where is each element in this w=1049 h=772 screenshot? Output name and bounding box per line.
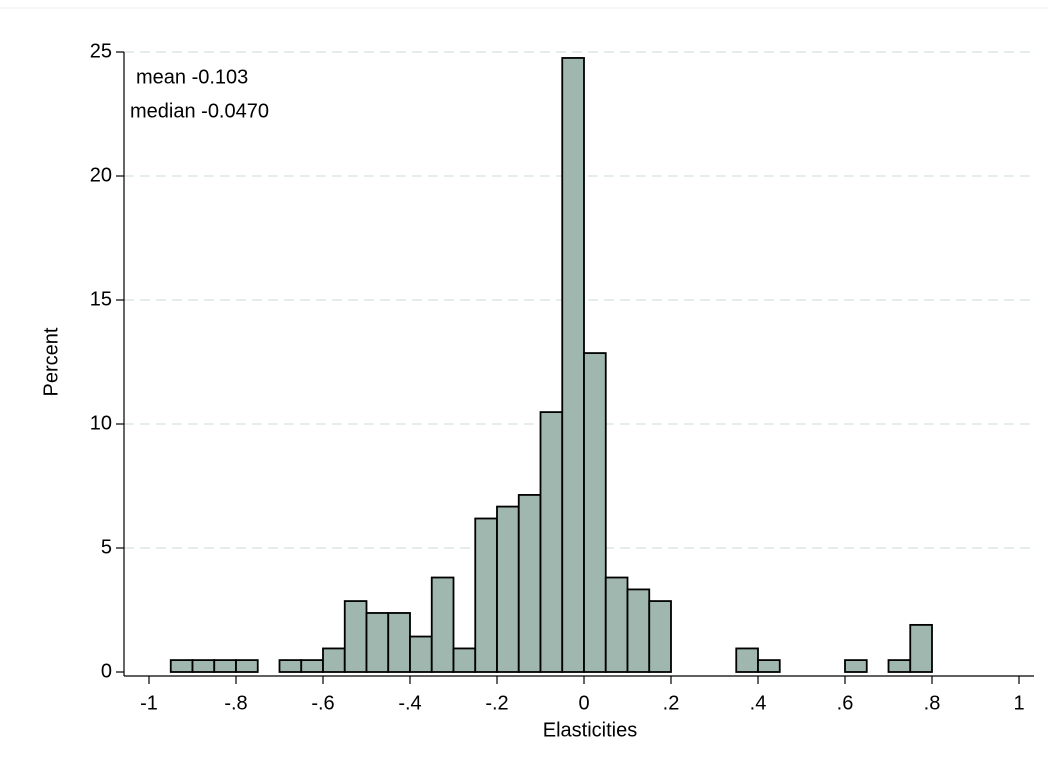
- bar: [452, 647, 477, 673]
- bar: [496, 505, 520, 673]
- x-tick-label: 1: [1013, 692, 1024, 714]
- y-tick-label: 25: [90, 40, 112, 62]
- annotation: median -0.0470: [130, 100, 269, 122]
- y-tick-label: 20: [90, 164, 112, 186]
- y-tick-label: 10: [90, 412, 112, 434]
- bar: [626, 588, 651, 673]
- bar: [583, 352, 607, 673]
- bar: [169, 659, 194, 673]
- bar: [387, 612, 411, 673]
- x-tick-label: .6: [837, 692, 854, 714]
- bar: [887, 659, 912, 673]
- x-tick-label: -.2: [485, 692, 508, 714]
- bar: [300, 659, 324, 673]
- x-tick-label: 0: [578, 692, 589, 714]
- y-tick-label: 15: [90, 288, 112, 310]
- bar: [430, 576, 455, 673]
- bar: [474, 517, 498, 673]
- bar: [909, 623, 933, 673]
- y-axis-label: Percent: [40, 327, 62, 396]
- bar: [278, 659, 303, 673]
- bar: [735, 647, 759, 673]
- x-tick-label: .4: [750, 692, 767, 714]
- x-tick-label: .2: [663, 692, 680, 714]
- bar: [409, 635, 433, 673]
- bar: [322, 647, 346, 673]
- bar: [343, 600, 368, 673]
- bar: [517, 494, 542, 673]
- x-tick-label: -1: [140, 692, 158, 714]
- bar: [191, 659, 216, 673]
- bar: [604, 576, 629, 673]
- x-axis-label: Elasticities: [543, 719, 637, 741]
- x-tick-label: -.8: [224, 692, 247, 714]
- x-tick-label: -.6: [311, 692, 334, 714]
- bar: [235, 659, 259, 673]
- bar: [648, 600, 672, 673]
- bar: [539, 411, 564, 673]
- y-tick-label: 5: [101, 536, 112, 558]
- x-tick-label: -.4: [398, 692, 421, 714]
- bar: [213, 659, 237, 673]
- y-tick-label: 0: [101, 660, 112, 682]
- bar: [844, 659, 868, 673]
- x-tick-label: .8: [924, 692, 941, 714]
- bar: [757, 659, 781, 673]
- bar: [365, 612, 390, 673]
- bar: [561, 57, 585, 673]
- annotation: mean -0.103: [136, 66, 248, 88]
